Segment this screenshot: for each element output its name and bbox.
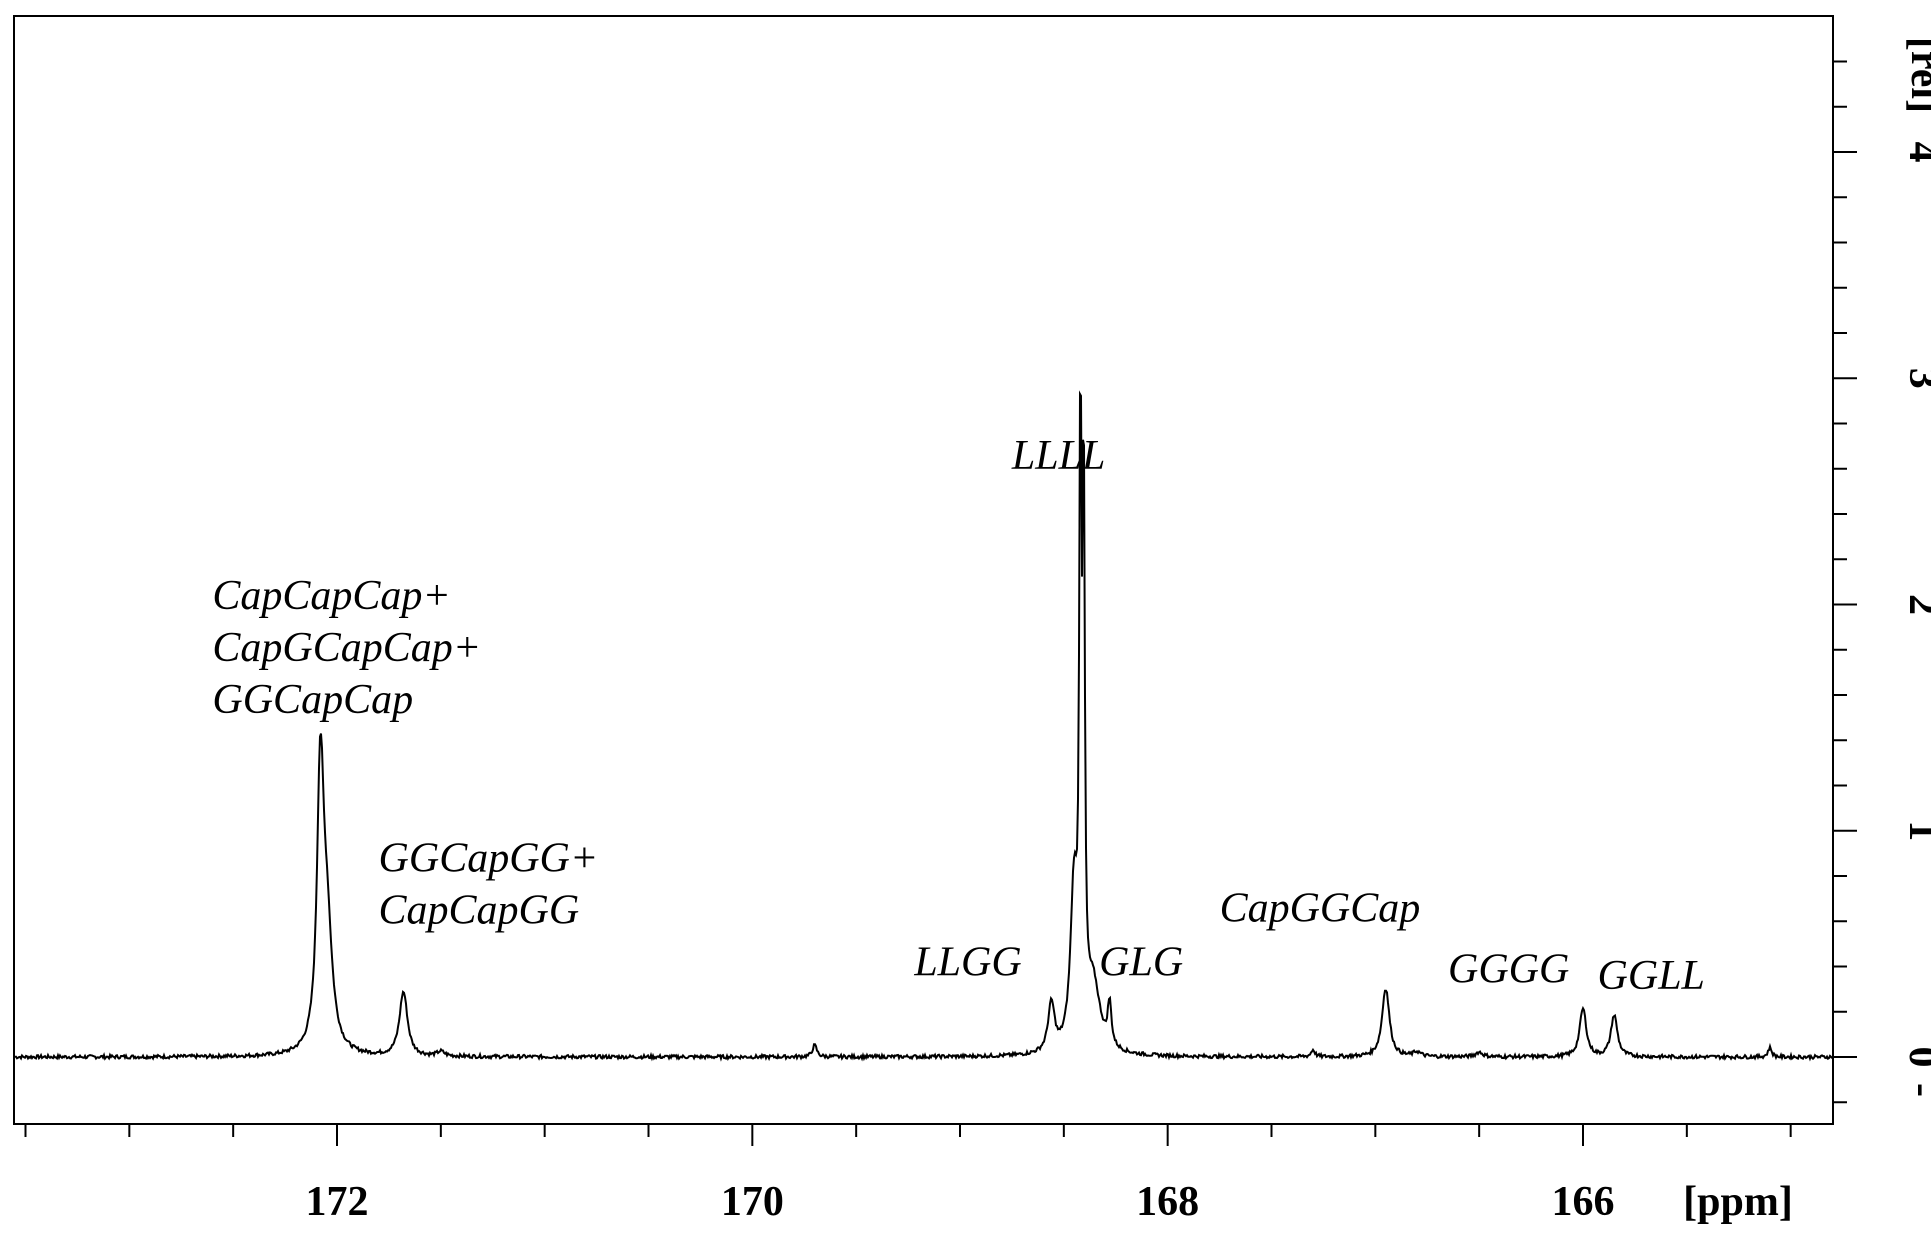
peak-annotation: GLG bbox=[1099, 940, 1183, 986]
y-tick-label: 1 bbox=[1900, 820, 1931, 841]
x-tick-label: 168 bbox=[1136, 1179, 1199, 1225]
peak-annotation: CapGGCap bbox=[1220, 885, 1421, 931]
peak-annotation: GGCapGG+ bbox=[379, 835, 599, 881]
y-tick-label-minus: - bbox=[1900, 1083, 1931, 1097]
peak-annotation: CapGCapCap+ bbox=[212, 625, 481, 671]
peak-annotation: CapCapCap+ bbox=[212, 573, 450, 619]
x-tick-label: 172 bbox=[306, 1179, 369, 1225]
x-tick-label: 170 bbox=[721, 1179, 784, 1225]
peak-annotation: CapCapGG bbox=[379, 887, 580, 933]
x-axis: 172 170 168 166 bbox=[24, 1124, 1792, 1225]
peak-annotation: GGGG bbox=[1448, 946, 1569, 992]
y-tick-label: 4 bbox=[1900, 142, 1931, 163]
peak-annotation: GGLL bbox=[1598, 953, 1705, 999]
y-axis-label: [rel] bbox=[1902, 37, 1931, 113]
y-axis: 0 1 2 3 4 bbox=[1833, 60, 1931, 1104]
y-tick-label: 3 bbox=[1900, 368, 1931, 389]
x-tick-label: 166 bbox=[1552, 1179, 1615, 1225]
peak-annotations: CapCapCap+ CapGCapCap+ GGCapCap GGCapGG+ Cap… bbox=[212, 433, 1705, 999]
peak-annotation: GGCapCap bbox=[212, 677, 413, 723]
peak-annotation: LLGG bbox=[913, 940, 1021, 986]
y-tick-label: 2 bbox=[1900, 594, 1931, 615]
spectrum-line bbox=[14, 390, 1833, 1062]
peak-annotation: LLLL bbox=[1011, 433, 1105, 479]
x-axis-label: [ppm] bbox=[1683, 1179, 1793, 1225]
y-tick-label: 0 bbox=[1900, 1047, 1931, 1068]
plot-frame bbox=[13, 15, 1834, 1125]
